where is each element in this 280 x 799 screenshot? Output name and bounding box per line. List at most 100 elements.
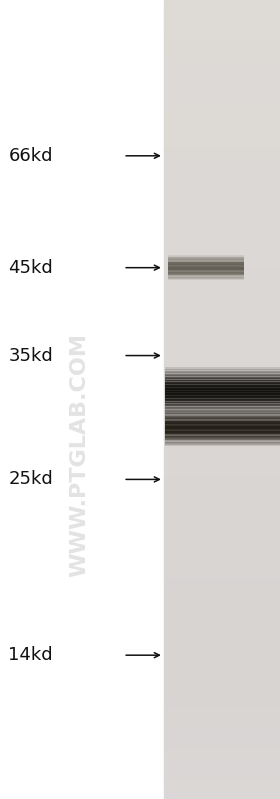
Bar [165, 377, 280, 380]
Bar [165, 424, 280, 427]
Bar [164, 729, 280, 740]
Bar [168, 261, 244, 263]
Bar [168, 260, 244, 261]
Bar [164, 300, 280, 311]
Bar [165, 380, 280, 383]
Bar [164, 240, 280, 251]
Bar [165, 369, 280, 372]
Bar [164, 609, 280, 620]
Bar [164, 230, 280, 240]
Bar [164, 430, 280, 440]
Text: 25kd: 25kd [8, 471, 53, 488]
Bar [164, 50, 280, 61]
Bar [165, 392, 280, 396]
Bar [165, 412, 280, 414]
Bar [168, 276, 244, 277]
Bar [164, 669, 280, 680]
Bar [165, 442, 280, 444]
Bar [164, 539, 280, 550]
Bar [165, 428, 280, 431]
Bar [168, 274, 244, 276]
Bar [168, 275, 244, 276]
Bar [168, 260, 244, 262]
Bar [164, 0, 280, 10]
Bar [165, 389, 280, 392]
Bar [165, 396, 280, 398]
Bar [165, 403, 280, 406]
Bar [164, 270, 280, 280]
Bar [164, 140, 280, 150]
Bar [164, 70, 280, 81]
Bar [168, 272, 244, 274]
Bar [164, 629, 280, 640]
Bar [165, 399, 280, 401]
Bar [168, 262, 244, 264]
Bar [165, 384, 280, 386]
Bar [168, 259, 244, 260]
Bar [165, 413, 280, 415]
Bar [164, 380, 280, 390]
Bar [168, 266, 244, 267]
Bar [168, 264, 244, 265]
Bar [164, 329, 280, 340]
Bar [168, 278, 244, 280]
Bar [164, 369, 280, 380]
Bar [164, 20, 280, 30]
Bar [164, 170, 280, 181]
Bar [165, 423, 280, 425]
Bar [164, 419, 280, 430]
Bar [164, 679, 280, 690]
Bar [164, 769, 280, 780]
Bar [164, 550, 280, 560]
Bar [164, 499, 280, 510]
Bar [164, 340, 280, 350]
Bar [165, 387, 280, 389]
Bar [168, 271, 244, 272]
Bar [165, 415, 280, 417]
Bar [165, 441, 280, 443]
Bar [165, 411, 280, 414]
Bar [165, 368, 280, 370]
Bar [165, 405, 280, 407]
Bar [165, 427, 280, 429]
Bar [165, 402, 280, 404]
Bar [164, 280, 280, 290]
Bar [165, 411, 280, 413]
Bar [165, 371, 280, 373]
Bar [164, 210, 280, 221]
Bar [164, 80, 280, 91]
Text: 35kd: 35kd [8, 347, 53, 364]
Bar [164, 60, 280, 71]
Bar [164, 510, 280, 520]
Bar [165, 421, 280, 423]
Bar [164, 260, 280, 270]
Bar [164, 250, 280, 260]
Bar [164, 10, 280, 21]
Bar [164, 489, 280, 500]
Bar [165, 426, 280, 427]
Bar [164, 409, 280, 420]
Bar [165, 400, 280, 403]
Bar [165, 416, 280, 418]
Bar [168, 270, 244, 271]
Bar [164, 689, 280, 700]
Bar [165, 417, 280, 419]
Bar [165, 382, 280, 384]
Bar [164, 350, 280, 360]
Bar [164, 710, 280, 720]
Bar [164, 449, 280, 460]
Bar [164, 130, 280, 141]
Bar [164, 639, 280, 650]
Bar [168, 268, 244, 269]
Bar [165, 431, 280, 433]
Bar [164, 529, 280, 540]
Bar [164, 100, 280, 111]
Bar [165, 385, 280, 388]
Bar [164, 749, 280, 760]
Bar [164, 289, 280, 300]
Bar [164, 739, 280, 749]
Bar [165, 419, 280, 422]
Bar [168, 255, 244, 256]
Bar [168, 269, 244, 270]
Bar [164, 320, 280, 331]
